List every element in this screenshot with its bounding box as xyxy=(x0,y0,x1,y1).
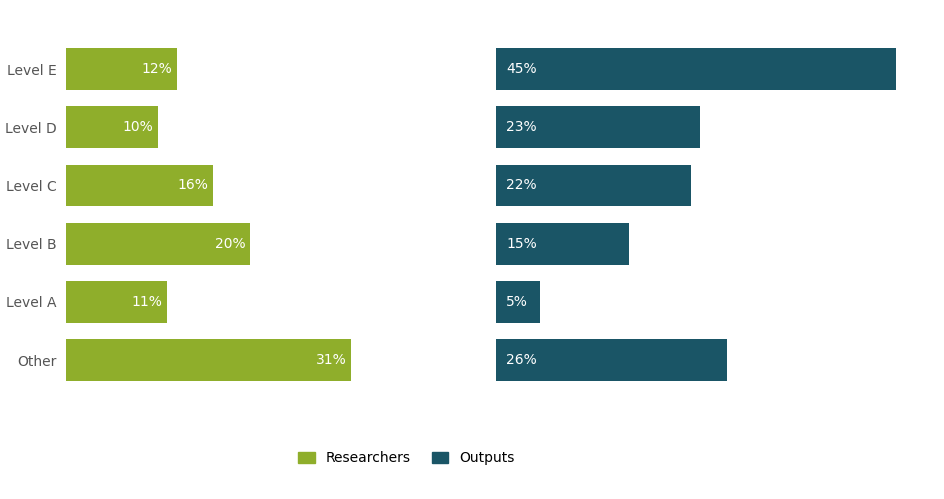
Text: 45%: 45% xyxy=(506,62,536,76)
Text: 12%: 12% xyxy=(141,62,172,76)
Bar xyxy=(66,281,167,323)
Bar xyxy=(495,223,629,264)
Text: 5%: 5% xyxy=(506,295,528,309)
Bar xyxy=(495,106,700,148)
Text: 11%: 11% xyxy=(132,295,162,309)
Text: 26%: 26% xyxy=(506,353,536,367)
Text: 20%: 20% xyxy=(214,237,245,250)
Legend: Researchers, Outputs: Researchers, Outputs xyxy=(291,444,521,472)
Bar xyxy=(495,48,895,90)
Bar xyxy=(495,165,690,207)
Bar xyxy=(495,281,539,323)
Bar xyxy=(66,223,250,264)
Bar xyxy=(495,339,726,381)
Bar xyxy=(66,165,213,207)
Bar xyxy=(66,339,351,381)
Bar xyxy=(66,106,158,148)
Text: 10%: 10% xyxy=(123,120,153,134)
Bar xyxy=(66,48,177,90)
Text: 15%: 15% xyxy=(506,237,536,250)
Text: 31%: 31% xyxy=(315,353,346,367)
Text: 16%: 16% xyxy=(177,179,209,193)
Text: 23%: 23% xyxy=(506,120,536,134)
Text: 22%: 22% xyxy=(506,179,536,193)
